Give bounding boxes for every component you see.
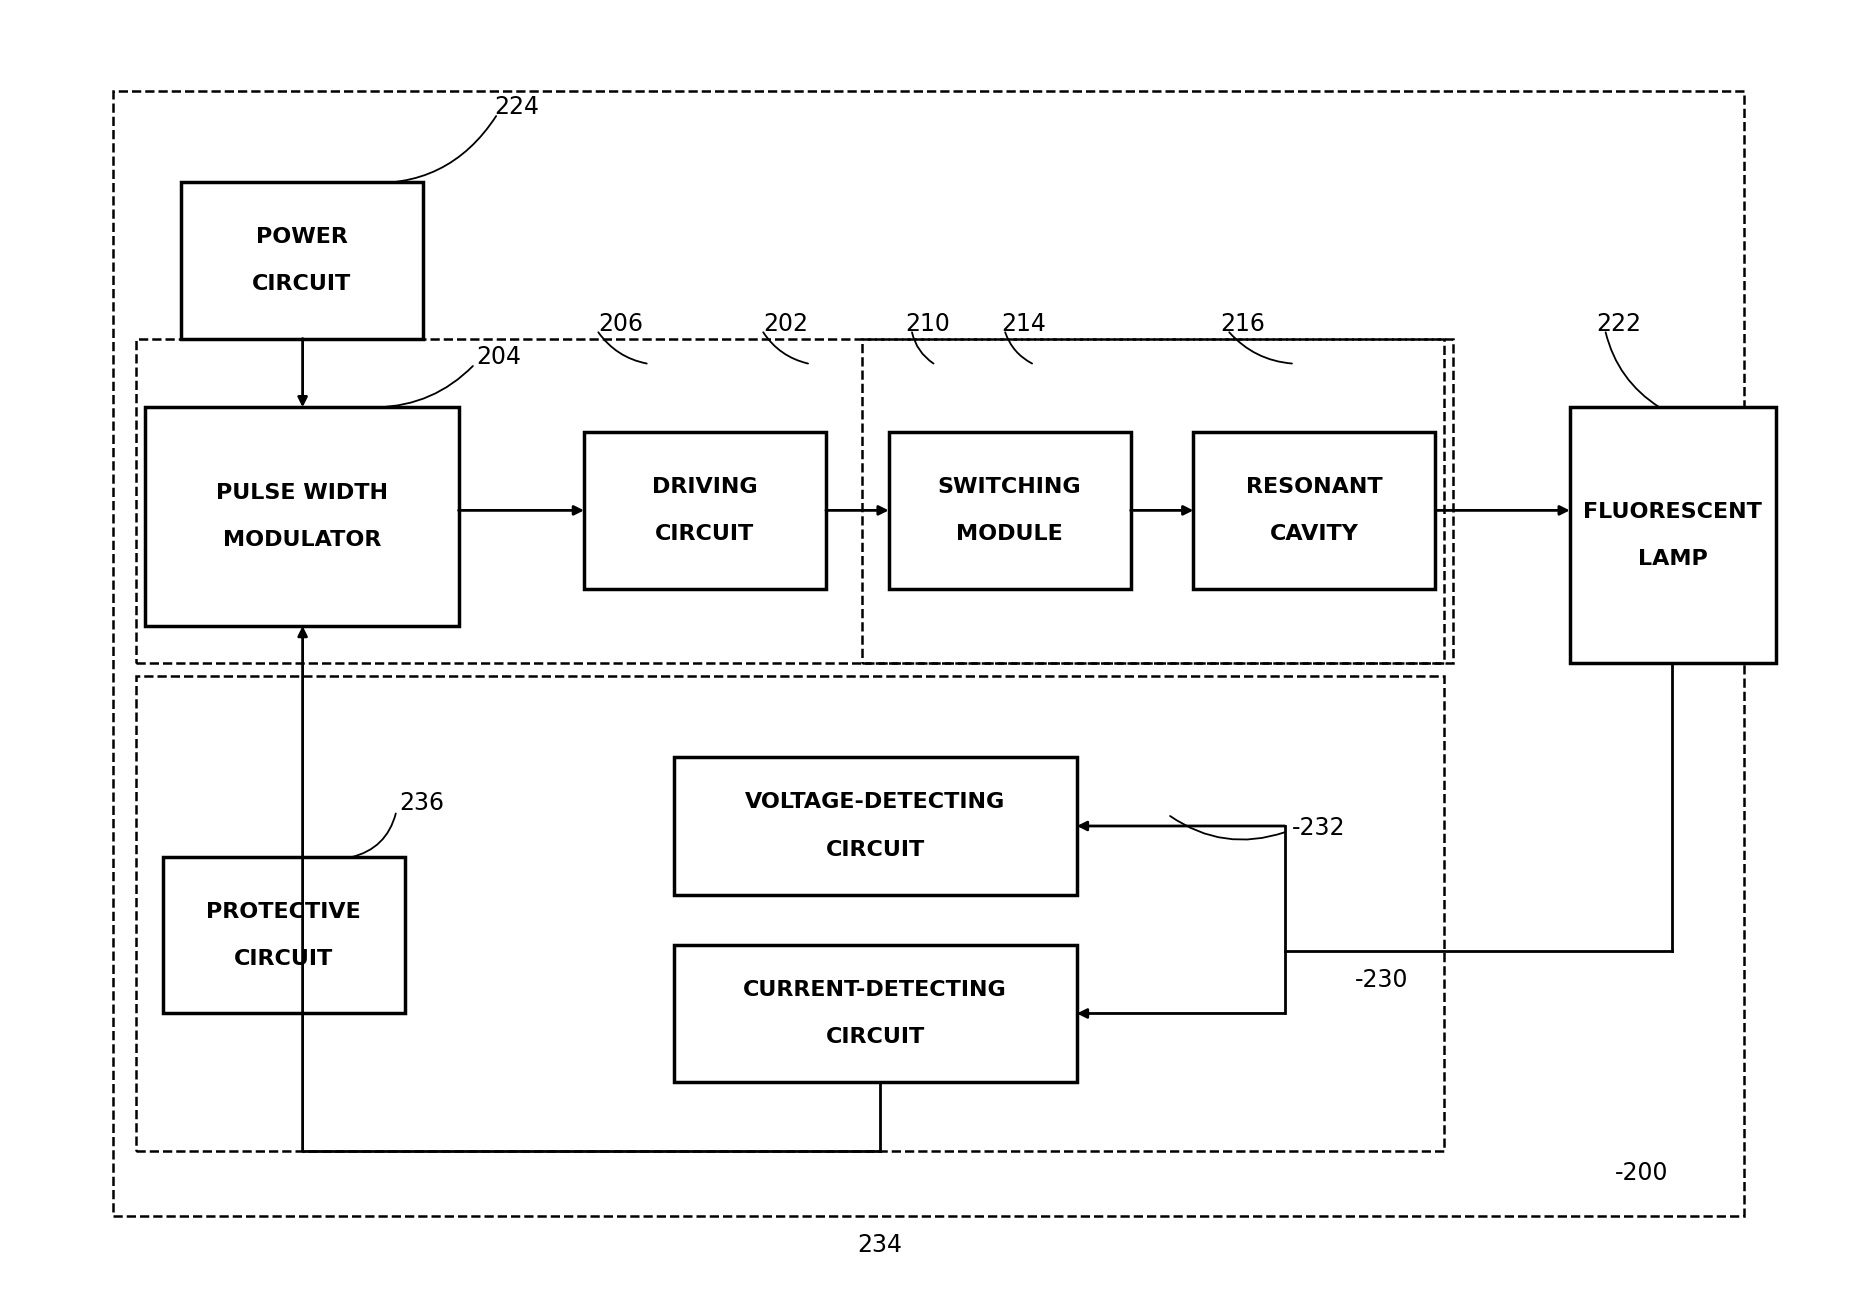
Text: -230: -230 bbox=[1355, 967, 1408, 992]
Text: SWITCHING: SWITCHING bbox=[937, 477, 1081, 496]
Text: 202: 202 bbox=[764, 311, 808, 336]
Text: -232: -232 bbox=[1292, 816, 1346, 841]
Text: -200: -200 bbox=[1615, 1161, 1667, 1185]
Text: 204: 204 bbox=[476, 345, 521, 370]
Bar bbox=[1570, 408, 1776, 664]
Bar bbox=[136, 339, 1445, 664]
Text: CIRCUIT: CIRCUIT bbox=[825, 840, 924, 859]
Text: POWER: POWER bbox=[256, 227, 347, 246]
Text: 234: 234 bbox=[857, 1233, 902, 1256]
Text: 224: 224 bbox=[495, 95, 540, 120]
Text: LAMP: LAMP bbox=[1637, 549, 1708, 569]
Text: CIRCUIT: CIRCUIT bbox=[252, 275, 351, 294]
Text: CAVITY: CAVITY bbox=[1270, 525, 1359, 544]
Text: MODULE: MODULE bbox=[956, 525, 1062, 544]
Bar bbox=[863, 339, 1453, 664]
Text: PROTECTIVE: PROTECTIVE bbox=[207, 901, 360, 922]
Text: CURRENT-DETECTING: CURRENT-DETECTING bbox=[743, 979, 1006, 1000]
Text: FLUORESCENT: FLUORESCENT bbox=[1583, 501, 1762, 522]
Text: 214: 214 bbox=[1001, 311, 1047, 336]
Text: MODULATOR: MODULATOR bbox=[222, 530, 381, 551]
Bar bbox=[181, 182, 422, 339]
Text: PULSE WIDTH: PULSE WIDTH bbox=[217, 483, 388, 503]
Text: CIRCUIT: CIRCUIT bbox=[233, 949, 334, 969]
Text: 236: 236 bbox=[400, 792, 444, 815]
Bar bbox=[584, 432, 825, 589]
Bar bbox=[1193, 432, 1436, 589]
Bar bbox=[136, 676, 1445, 1151]
Text: 206: 206 bbox=[597, 311, 644, 336]
Bar bbox=[674, 945, 1077, 1082]
Bar bbox=[146, 408, 459, 626]
Text: DRIVING: DRIVING bbox=[652, 477, 758, 496]
Text: CIRCUIT: CIRCUIT bbox=[825, 1027, 924, 1047]
Text: 216: 216 bbox=[1221, 311, 1266, 336]
Text: 210: 210 bbox=[905, 311, 950, 336]
Text: 222: 222 bbox=[1596, 311, 1641, 336]
Bar bbox=[889, 432, 1131, 589]
Text: RESONANT: RESONANT bbox=[1245, 477, 1383, 496]
Text: VOLTAGE-DETECTING: VOLTAGE-DETECTING bbox=[745, 792, 1004, 812]
Bar bbox=[162, 857, 405, 1013]
Text: CIRCUIT: CIRCUIT bbox=[655, 525, 754, 544]
Bar bbox=[674, 758, 1077, 894]
